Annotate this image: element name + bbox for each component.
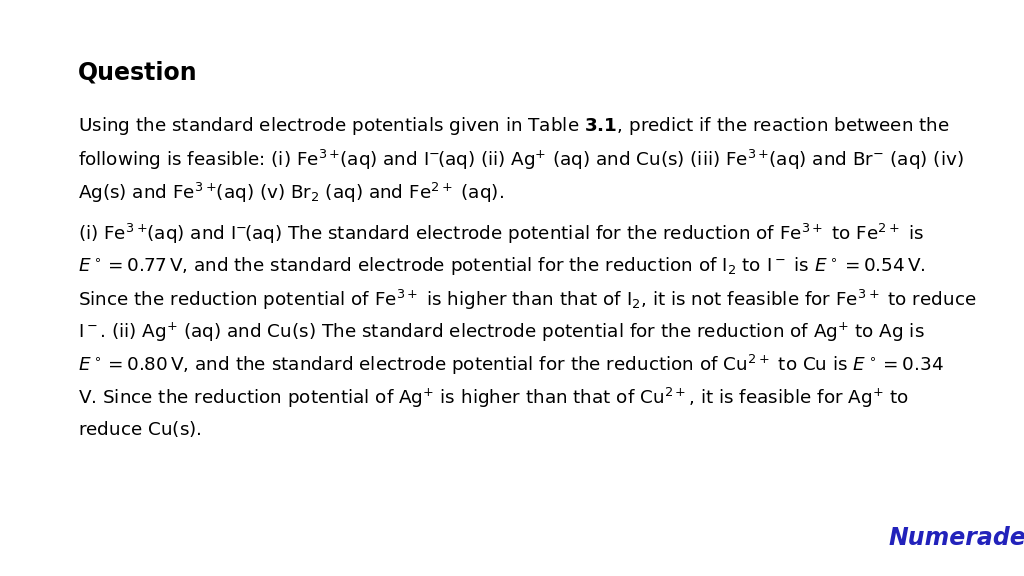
Text: following is feasible: (i) $\mathrm{Fe^{3+}}\!\left(\mathrm{aq}\right)$ and $\ma: following is feasible: (i) $\mathrm{Fe^{… — [78, 148, 964, 172]
Text: Since the reduction potential of $\mathrm{Fe^{3+}}$ is higher than that of $\mat: Since the reduction potential of $\mathr… — [78, 287, 976, 312]
Text: reduce $\mathrm{Cu(s)}$.: reduce $\mathrm{Cu(s)}$. — [78, 419, 202, 439]
Text: $\mathrm{Ag(s)}$ and $\mathrm{Fe^{3+}}\!\left(\mathrm{aq}\right)$ (v) $\mathrm{B: $\mathrm{Ag(s)}$ and $\mathrm{Fe^{3+}}\!… — [78, 181, 504, 205]
Text: Using the standard electrode potentials given in Table $\bf{3.1}$, predict if th: Using the standard electrode potentials … — [78, 115, 949, 137]
Text: Numerade: Numerade — [889, 526, 1024, 550]
Text: (i) $\mathrm{Fe^{3+}}\!\left(\mathrm{aq}\right)$ and $\mathrm{I^{-}}\!\left(\mat: (i) $\mathrm{Fe^{3+}}\!\left(\mathrm{aq}… — [78, 222, 924, 246]
Text: $E^\circ = 0.77\,\mathrm{V}$, and the standard electrode potential for the reduc: $E^\circ = 0.77\,\mathrm{V}$, and the st… — [78, 255, 926, 276]
Text: Question: Question — [78, 60, 198, 85]
Text: V. Since the reduction potential of $\mathrm{Ag^{+}}$ is higher than that of $\m: V. Since the reduction potential of $\ma… — [78, 386, 908, 410]
Text: $\mathrm{I^-}$. (ii) $\mathrm{Ag^{+}}$ (aq) and $\mathrm{Cu(s)}$ The standard el: $\mathrm{I^-}$. (ii) $\mathrm{Ag^{+}}$ (… — [78, 320, 925, 343]
Text: $E^\circ = 0.80\,\mathrm{V}$, and the standard electrode potential for the reduc: $E^\circ = 0.80\,\mathrm{V}$, and the st… — [78, 353, 944, 377]
